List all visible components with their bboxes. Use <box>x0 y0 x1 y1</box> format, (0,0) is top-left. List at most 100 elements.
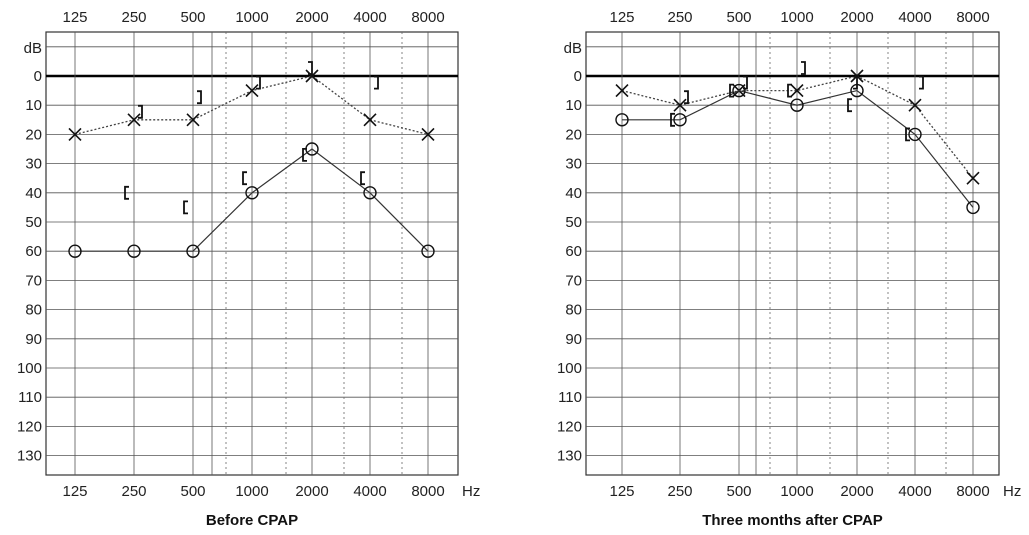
y-tick-label: 120 <box>557 418 582 435</box>
x-unit-label: Hz <box>462 483 480 500</box>
y-tick-label: 110 <box>18 389 42 406</box>
y-tick-label: 80 <box>565 302 582 319</box>
data-point-bracket-right <box>138 104 143 119</box>
data-point-o <box>363 186 377 200</box>
x-tick-label-bottom: 8000 <box>411 483 444 500</box>
data-point-o <box>68 244 82 258</box>
data-point-o <box>186 244 200 258</box>
data-point-o <box>673 113 687 127</box>
data-point-x <box>421 127 435 141</box>
x-tick-label-bottom: 250 <box>667 483 692 500</box>
x-tick-label-bottom: 2000 <box>840 483 873 500</box>
x-tick-label-top: 1000 <box>780 9 813 26</box>
x-tick-label-bottom: 125 <box>62 483 87 500</box>
x-tick-label-bottom: 125 <box>609 483 634 500</box>
data-point-bracket-left <box>670 112 675 127</box>
y-tick-label: 60 <box>565 243 582 260</box>
y-tick-label: 20 <box>565 126 582 143</box>
series-line-o <box>622 89 974 208</box>
data-point-bracket-left <box>729 83 734 98</box>
audiogram-after: 1251252502505005001000100020002000400040… <box>557 9 1021 529</box>
y-unit-label: dB <box>564 40 582 57</box>
x-tick-label-top: 8000 <box>411 9 444 26</box>
y-tick-label: 40 <box>565 185 582 202</box>
y-tick-label: 80 <box>25 302 42 319</box>
data-point-x <box>790 84 804 98</box>
x-tick-label-top: 2000 <box>295 9 328 26</box>
data-point-bracket-left <box>183 200 188 215</box>
data-point-bracket-left <box>242 171 247 186</box>
data-point-bracket-right <box>919 75 924 90</box>
x-tick-label-top: 125 <box>609 9 634 26</box>
data-point-bracket-left <box>787 83 792 98</box>
y-tick-label: 50 <box>565 214 582 231</box>
y-tick-label: 120 <box>17 418 42 435</box>
x-tick-label-bottom: 4000 <box>898 483 931 500</box>
x-tick-label-top: 250 <box>667 9 692 26</box>
x-tick-label-top: 125 <box>62 9 87 26</box>
y-tick-label: 50 <box>25 214 42 231</box>
x-tick-label-top: 500 <box>180 9 205 26</box>
y-tick-label: 0 <box>574 68 582 85</box>
data-point-bracket-right <box>801 61 806 75</box>
x-tick-label-bottom: 1000 <box>780 483 813 500</box>
x-tick-label-top: 4000 <box>898 9 931 26</box>
y-tick-label: 110 <box>558 389 582 406</box>
data-point-bracket-left <box>847 98 852 113</box>
data-point-x <box>363 113 377 127</box>
y-tick-label: 90 <box>25 331 42 348</box>
data-point-o <box>908 127 922 142</box>
y-tick-label: 100 <box>557 360 582 377</box>
y-tick-label: 10 <box>25 97 42 114</box>
audiogram-before: 1251252502505005001000100020002000400040… <box>17 9 480 529</box>
y-tick-label: 30 <box>25 156 42 173</box>
data-point-bracket-left <box>124 185 129 200</box>
data-point-x <box>673 98 687 112</box>
data-point-o <box>245 186 259 200</box>
data-point-bracket-right <box>197 90 202 105</box>
y-tick-label: 30 <box>565 156 582 173</box>
x-tick-label-bottom: 500 <box>726 483 751 500</box>
x-tick-label-top: 4000 <box>353 9 386 26</box>
series-line-o <box>75 148 429 252</box>
data-point-bracket-left <box>905 127 910 142</box>
x-unit-label: Hz <box>1003 483 1021 500</box>
x-tick-label-bottom: 500 <box>180 483 205 500</box>
x-tick-label-top: 250 <box>121 9 146 26</box>
data-point-bracket-right <box>374 75 379 90</box>
chart-caption: Three months after CPAP <box>702 512 883 529</box>
x-tick-label-bottom: 250 <box>121 483 146 500</box>
data-point-x <box>186 113 200 127</box>
x-tick-label-top: 2000 <box>840 9 873 26</box>
x-tick-label-bottom: 1000 <box>235 483 268 500</box>
data-point-x <box>908 98 922 112</box>
data-point-x <box>615 84 629 98</box>
data-point-o <box>615 113 629 127</box>
data-point-bracket-right <box>256 75 261 90</box>
x-tick-label-bottom: 2000 <box>295 483 328 500</box>
x-tick-label-top: 1000 <box>235 9 268 26</box>
y-tick-label: 0 <box>34 68 42 85</box>
y-tick-label: 20 <box>25 126 42 143</box>
y-tick-label: 100 <box>17 360 42 377</box>
y-tick-label: 70 <box>25 272 42 289</box>
x-tick-label-top: 8000 <box>956 9 989 26</box>
data-point-o <box>966 200 980 215</box>
data-point-x <box>68 127 82 141</box>
data-point-bracket-right <box>853 75 858 90</box>
x-tick-label-bottom: 8000 <box>956 483 989 500</box>
y-tick-label: 60 <box>25 243 42 260</box>
x-tick-label-bottom: 4000 <box>353 483 386 500</box>
data-point-bracket-right <box>308 61 313 75</box>
plot-frame <box>585 31 1000 476</box>
y-tick-label: 130 <box>557 448 582 465</box>
chart-caption: Before CPAP <box>206 512 298 529</box>
y-tick-label: 90 <box>565 331 582 348</box>
data-point-o <box>732 83 746 98</box>
data-point-x <box>305 69 319 83</box>
data-point-o <box>790 98 804 112</box>
data-point-bracket-right <box>684 90 689 105</box>
data-point-x <box>966 171 980 185</box>
data-point-bracket-right <box>743 75 748 90</box>
